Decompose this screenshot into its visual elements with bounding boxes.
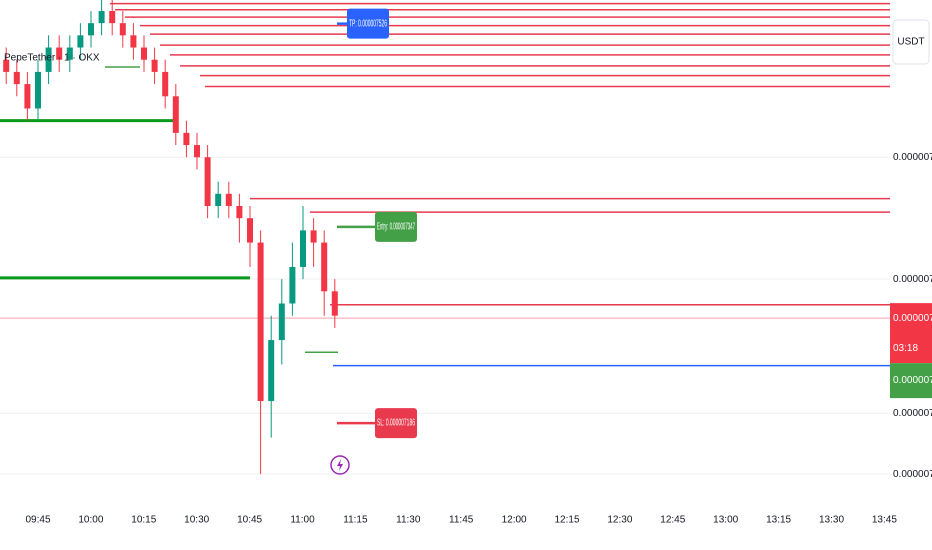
x-tick-label: 11:00 (290, 515, 315, 526)
candle-body (77, 35, 84, 48)
countdown-label: 03:18 (893, 343, 918, 354)
candle-body (183, 132, 190, 146)
candle-body (225, 193, 232, 206)
candle-body (13, 71, 20, 85)
candle-body (88, 23, 94, 36)
x-tick-label: 12:45 (660, 515, 685, 526)
candle-body (331, 291, 338, 316)
candle-body (24, 84, 31, 109)
candle-body (215, 193, 222, 206)
x-tick-label: 11:45 (449, 515, 474, 526)
candle-body (236, 205, 243, 219)
candle-body (310, 230, 317, 243)
x-tick-label: 09:45 (25, 515, 50, 526)
candle-body (3, 59, 10, 72)
candle-body (119, 23, 126, 36)
y-tick-label: 0.00000714 (893, 469, 932, 480)
currency-label: USDT (897, 37, 924, 48)
chart-title: PepeTether · 1 · OKX (4, 53, 100, 64)
x-tick-label: 13:00 (713, 515, 738, 526)
y-tick-label: 0.00000730 (893, 274, 932, 285)
price-tag (890, 363, 932, 399)
candle-body (130, 35, 137, 48)
last-price-tag (890, 303, 932, 364)
x-tick-label: 12:15 (554, 515, 579, 526)
candle-body (204, 157, 211, 206)
lightning (337, 459, 343, 471)
candle-body (257, 242, 264, 402)
annotation-box (375, 211, 417, 242)
x-tick-label: 13:30 (819, 515, 844, 526)
annotation-label: TP: 0.000007526 (349, 18, 387, 29)
x-tick-label: 12:30 (607, 515, 632, 526)
candle-body (194, 145, 200, 158)
candle-body (151, 59, 158, 72)
x-tick-label: 10:45 (237, 515, 262, 526)
candle-body (247, 218, 253, 243)
labels: 0.00000740 0.00000730 0.00000719 0.00000714… (25, 8, 932, 526)
candle-body (109, 10, 116, 24)
currency-box[interactable] (892, 19, 930, 65)
candle-body (289, 266, 296, 304)
candle-body (56, 47, 63, 60)
candle-body (278, 303, 285, 341)
y-tick-label: 0.00000740 (893, 152, 932, 163)
x-tick-label: 12:00 (502, 515, 527, 526)
candle-body (268, 340, 275, 402)
candle-body (35, 71, 41, 109)
candle-body (162, 71, 169, 97)
annotation-box (375, 408, 417, 439)
last-price-label: 0.000007268 (893, 313, 932, 324)
x-tick-label: 10:15 (131, 515, 156, 526)
x-tick-label: 13:15 (766, 515, 791, 526)
x-tick-label: 10:00 (78, 515, 103, 526)
x-tick-label: 10:30 (184, 515, 209, 526)
candle-body (141, 47, 147, 60)
price-tag-label: 0.000007243 (893, 375, 932, 386)
candle-body (45, 47, 52, 72)
annotation-label: SL: 0.000007186 (377, 418, 415, 429)
candle-body (172, 96, 179, 133)
annotation-label: Entry: 0.000007347 (377, 221, 415, 232)
levels (0, 2, 890, 367)
x-tick-label: 13:45 (872, 515, 897, 526)
candle-body (321, 242, 328, 292)
x-tick-label: 11:15 (343, 515, 368, 526)
candle-body (300, 230, 306, 267)
x-tick-label: 11:30 (396, 515, 421, 526)
candles (3, 0, 338, 475)
candle-body (66, 47, 73, 60)
candle-body (98, 10, 105, 24)
y-tick-label: 0.00000719 (893, 408, 932, 419)
annotation-box (347, 8, 389, 39)
